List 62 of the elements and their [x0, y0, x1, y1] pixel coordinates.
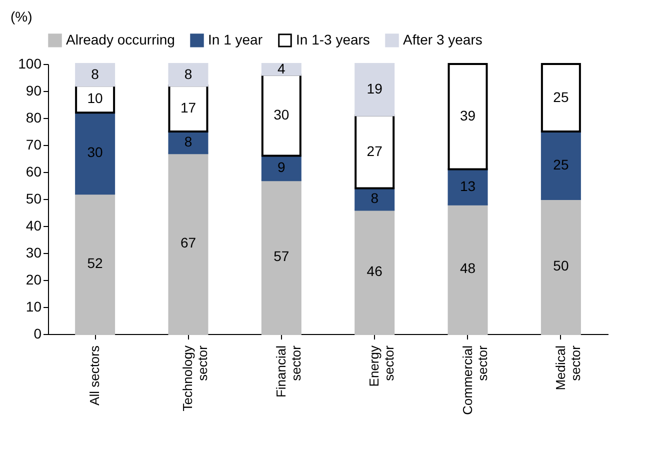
data-label: 25: [553, 88, 569, 105]
bar: [448, 168, 488, 206]
bar: [540, 130, 581, 200]
data-label: 67: [180, 234, 196, 251]
bar: [75, 112, 116, 195]
data-label: 52: [87, 254, 104, 271]
bar: [354, 63, 395, 116]
bar: [354, 208, 395, 335]
y-tick-label: 40: [26, 218, 42, 234]
data-label: 8: [91, 66, 100, 82]
x-tick-label: Technology sector: [180, 344, 210, 412]
y-axis-title: (%): [10, 8, 32, 24]
bar: [168, 84, 208, 132]
y-tick-label: 0: [34, 326, 42, 342]
data-label: 39: [460, 108, 476, 124]
y-tick-label: 50: [26, 190, 42, 206]
data-label: 4: [278, 60, 286, 76]
bar: [448, 63, 488, 170]
legend-label: Already occurring: [66, 31, 175, 48]
data-label: 10: [87, 90, 104, 106]
y-tick-label: 80: [26, 110, 42, 126]
bar: [540, 198, 581, 335]
data-label: 8: [370, 190, 379, 206]
y-tick-label: 90: [26, 82, 42, 98]
y-tick-label: 60: [26, 164, 42, 180]
data-label: 50: [553, 258, 569, 274]
data-label: 17: [180, 100, 196, 116]
bar: [75, 192, 116, 335]
bar: [261, 179, 302, 335]
data-label: 27: [366, 142, 383, 159]
data-label: 8: [184, 66, 192, 82]
data-label: 30: [87, 144, 104, 160]
data-label: 8: [184, 133, 192, 150]
bar: [448, 203, 488, 335]
legend-label: In 1 year: [208, 31, 263, 48]
bar: [168, 152, 208, 335]
bar: [261, 74, 302, 157]
y-tick-label: 30: [26, 244, 42, 260]
bar: [540, 63, 581, 132]
bar: [354, 114, 395, 190]
y-tick-label: 70: [26, 136, 42, 152]
data-label: 25: [553, 156, 569, 172]
bar: [261, 63, 302, 76]
data-label: 30: [274, 106, 290, 122]
x-tick-label: Financial sector: [273, 344, 304, 398]
y-tick-label: 100: [18, 56, 42, 72]
x-tick-label: Medical sector: [552, 344, 583, 390]
bar: [75, 63, 116, 87]
x-tick-label: Commercial sector: [460, 344, 490, 415]
y-tick-label: 20: [26, 272, 42, 288]
data-label: 46: [366, 262, 383, 279]
data-label: 48: [460, 260, 476, 276]
legend-label: After 3 years: [403, 31, 482, 48]
x-tick-label: All sectors: [87, 345, 102, 406]
data-label: 9: [278, 158, 286, 175]
bar: [168, 63, 208, 87]
x-tick-label: Energy sector: [366, 344, 397, 387]
y-tick-label: 10: [26, 298, 42, 314]
data-label: 19: [366, 80, 383, 97]
data-label: 13: [460, 178, 476, 194]
data-label: 57: [274, 248, 290, 264]
legend-label: In 1-3 years: [296, 31, 370, 48]
